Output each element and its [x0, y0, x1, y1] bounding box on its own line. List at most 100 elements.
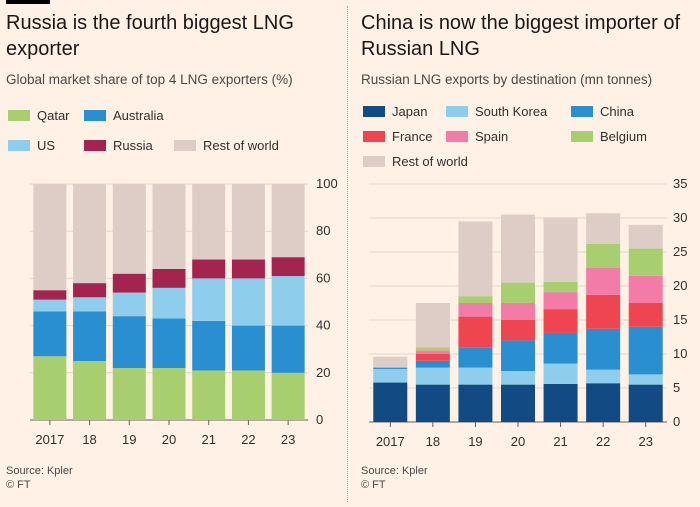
bar-segment-france [543, 309, 578, 333]
bar-segment-qatar [73, 361, 107, 420]
bar-segment-rest-of-world [112, 184, 146, 274]
bar-segment-rest-of-world [192, 184, 226, 260]
bar-segment-rest-of-world [543, 217, 578, 282]
y-tick-label: 80 [316, 223, 330, 238]
chart-title: Russia is the fourth biggest LNG exporte… [6, 12, 294, 60]
legend-label: Japan [392, 104, 428, 119]
bar-segment-australia [231, 325, 265, 371]
legend-label: South Korea [475, 104, 548, 119]
legend-label: Australia [113, 108, 164, 123]
bar-segment-qatar [152, 368, 186, 420]
x-tick-label: 22 [241, 432, 255, 447]
bar-chart-market-share: 0 20 40 60 80 100 2017 18 19 20 21 22 23 [30, 176, 338, 447]
bar-segment-china [501, 340, 535, 371]
panel-divider [347, 6, 348, 502]
bar-segment-qatar [231, 370, 265, 420]
bar-segment-rest-of-world [628, 224, 663, 249]
y-tick-label: 0 [316, 412, 323, 427]
bar-segment-china [458, 347, 493, 368]
source-note: Source: Kpler [361, 465, 428, 477]
bar-segment-france [586, 294, 621, 329]
bar-segment-australia [33, 311, 67, 357]
bar-segment-us [271, 276, 305, 326]
chart-subtitle: Russian LNG exports by destination (mn t… [361, 72, 653, 87]
bar-segment-south-korea [543, 363, 578, 384]
legend-item-china: China [571, 104, 634, 119]
bar-segment-rest-of-world [152, 184, 186, 269]
bar-segment-qatar [271, 372, 305, 420]
bar-segment-rest-of-world [231, 184, 265, 260]
bar-segment-japan [586, 383, 621, 422]
bar-segment-belgium [458, 296, 493, 303]
bar-segment-france [628, 303, 663, 327]
bar-segment-rest-of-world [271, 184, 305, 258]
bar-segment-spain [628, 275, 663, 303]
legend-item-us: US [8, 138, 55, 153]
y-tick-label: 30 [673, 210, 687, 225]
y-tick-label: 20 [316, 365, 330, 380]
legend-label: Belgium [600, 129, 647, 144]
bar-segment-qatar [33, 356, 67, 420]
legend-swatch [363, 131, 385, 142]
bar-segment-australia [271, 325, 305, 373]
legend-swatch [446, 131, 468, 142]
legend-swatch [84, 110, 106, 121]
y-tick-label: 20 [673, 278, 687, 293]
x-tick-label: 21 [201, 432, 215, 447]
bar-segment-russia [112, 273, 146, 293]
bar-segment-japan [501, 384, 535, 422]
bar-segment-spain [543, 292, 578, 310]
bar-segment-rest-of-world [415, 303, 450, 348]
legend-swatch [571, 106, 593, 117]
legend-item-south-korea: South Korea [446, 104, 547, 119]
legend-swatch [363, 106, 385, 117]
ft-credit: © FT [361, 479, 386, 491]
bar-segment-australia [152, 318, 186, 369]
bar-segment-china [628, 326, 663, 375]
x-tick-label: 23 [638, 434, 652, 449]
legend-item-japan: Japan [363, 104, 427, 119]
y-tick-label: 25 [673, 244, 687, 259]
x-tick-label: 2017 [376, 434, 405, 449]
bar-segment-russia [33, 290, 67, 300]
bar-segment-us [33, 299, 67, 312]
legend-swatch [84, 140, 106, 151]
bar-segment-china [586, 328, 621, 370]
bar-segment-japan [628, 384, 663, 422]
bar-segment-rest-of-world [501, 214, 535, 283]
bar-segment-russia [73, 283, 107, 298]
bar-segment-spain [415, 350, 450, 354]
legend-label: Russia [113, 138, 153, 153]
legend-label: Qatar [37, 108, 70, 123]
x-tick-label: 20 [162, 432, 176, 447]
x-tick-label: 18 [426, 434, 440, 449]
bar-segment-qatar [112, 368, 146, 420]
bar-segment-us [152, 287, 186, 319]
legend-item-belgium: Belgium [571, 129, 647, 144]
bar-segment-belgium [501, 282, 535, 303]
y-tick-label: 5 [673, 380, 680, 395]
bar-chart-russian-exports: 0 5 10 15 20 25 30 35 2017 18 19 20 21 22 23 [369, 176, 687, 449]
x-tick-label: 18 [82, 432, 96, 447]
legend-swatch [8, 140, 30, 151]
bar-segment-rest-of-world [586, 213, 621, 244]
y-tick-label: 35 [673, 176, 687, 191]
bar-segment-japan [458, 384, 493, 422]
bar-segment-rest-of-world [73, 184, 107, 284]
legend-item-rest-of-world: Rest of world [174, 138, 279, 153]
legend-label: China [600, 104, 634, 119]
legend-label: Rest of world [203, 138, 279, 153]
bar-segment-japan [415, 384, 450, 422]
bar-segment-belgium [543, 281, 578, 293]
bar-segment-qatar [192, 370, 226, 420]
chart-panel-left: Russia is the fourth biggest LNG exporte… [0, 0, 345, 507]
y-tick-label: 100 [316, 176, 338, 191]
bar-segment-russia [152, 268, 186, 288]
bar-segment-rest-of-world [458, 221, 493, 297]
x-tick-label: 2017 [35, 432, 64, 447]
bar-segment-australia [192, 320, 226, 371]
y-tick-label: 15 [673, 312, 687, 327]
bar-segment-japan [543, 383, 578, 422]
bar-segment-south-korea [586, 369, 621, 384]
bar-segment-spain [586, 267, 621, 295]
